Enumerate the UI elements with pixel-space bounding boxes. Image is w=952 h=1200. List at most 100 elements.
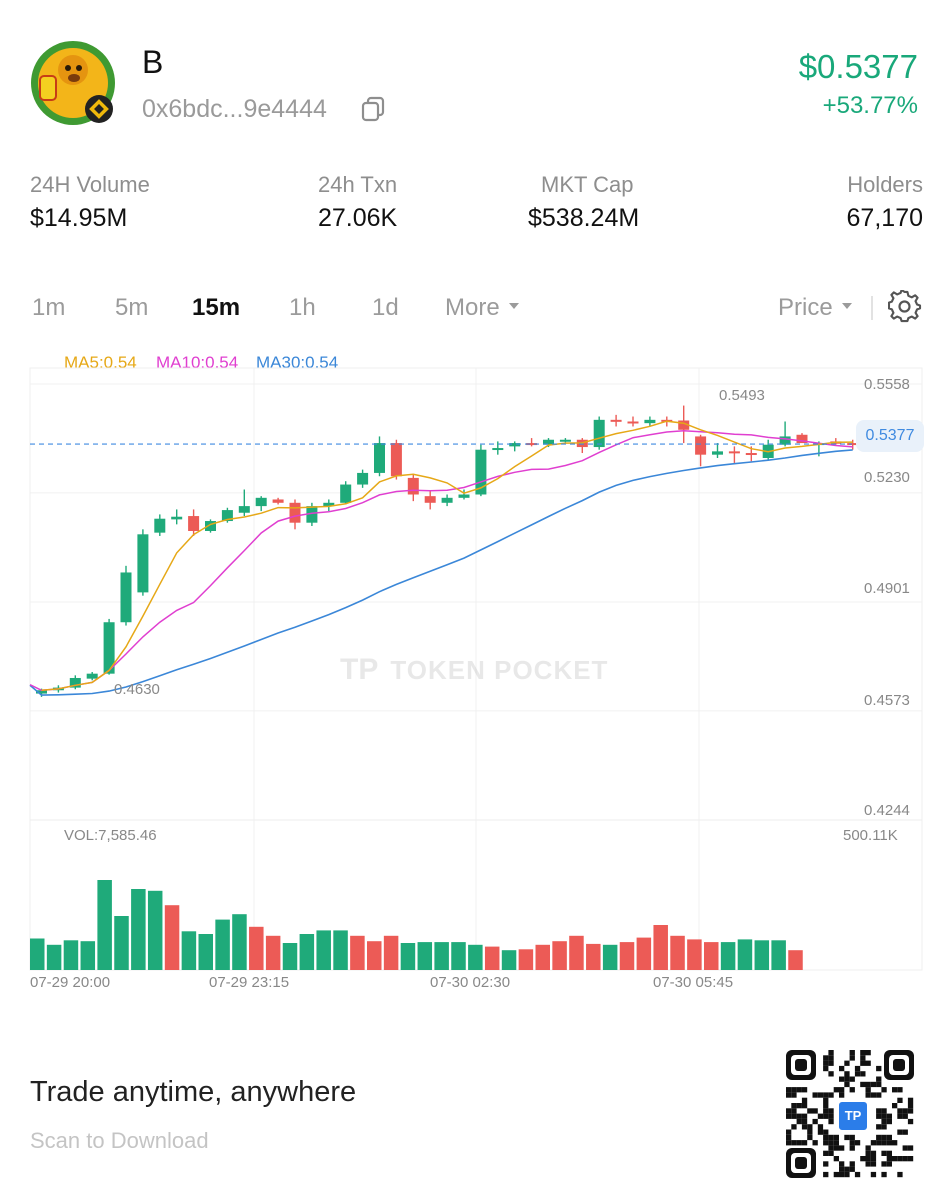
qr-module <box>849 1161 855 1167</box>
qr-module <box>886 1113 892 1119</box>
price-axis-tick: 0.5558 <box>864 376 910 393</box>
candle-body <box>796 434 808 444</box>
candle-body <box>221 510 233 522</box>
volume-bar <box>63 940 79 970</box>
tab-1h[interactable]: 1h <box>289 294 316 321</box>
qr-finder <box>893 1059 905 1071</box>
qr-module <box>791 1087 797 1093</box>
candle-body <box>678 420 690 430</box>
qr-module <box>870 1150 877 1156</box>
qr-module <box>897 1097 903 1103</box>
qr-tp-logo: TP <box>836 1099 870 1133</box>
toolbar-divider <box>871 296 873 320</box>
qr-module <box>849 1145 855 1151</box>
volume-bar <box>737 939 753 970</box>
tab-5m[interactable]: 5m <box>115 294 149 321</box>
volume-bar <box>451 942 466 970</box>
qr-module <box>786 1140 792 1146</box>
qr-module <box>865 1150 871 1156</box>
qr-module <box>892 1156 898 1162</box>
qr-module <box>876 1140 882 1146</box>
qr-module <box>833 1087 839 1093</box>
candle-body <box>526 443 538 446</box>
qr-module <box>865 1156 871 1162</box>
tab-1d[interactable]: 1d <box>372 294 399 321</box>
candle-body <box>559 439 571 442</box>
volume-bar <box>97 880 112 970</box>
volume-bar <box>586 943 601 970</box>
caret-down-icon <box>842 303 853 309</box>
qr-module <box>854 1171 861 1178</box>
candle-body <box>593 419 605 448</box>
qr-module <box>907 1108 914 1114</box>
volume-bar <box>720 942 736 970</box>
qr-module <box>807 1134 813 1141</box>
qr-module <box>823 1055 829 1061</box>
qr-module <box>876 1134 882 1141</box>
volume-bar <box>383 935 399 970</box>
qr-module <box>807 1108 813 1114</box>
qr-module <box>849 1076 855 1082</box>
qr-module <box>844 1134 850 1141</box>
candle-body <box>407 477 419 495</box>
qr-module <box>865 1050 871 1056</box>
qr-module <box>796 1103 802 1109</box>
volume-bar <box>316 930 331 970</box>
qr-module <box>791 1108 797 1114</box>
volume-bar <box>198 934 213 970</box>
qr-module <box>876 1108 882 1114</box>
volume-bar <box>333 930 348 970</box>
qr-module <box>786 1108 792 1114</box>
qr-module <box>849 1087 855 1093</box>
volume-bar <box>569 935 584 970</box>
candle-body <box>390 443 402 477</box>
qr-module <box>907 1097 914 1103</box>
qr-module <box>833 1156 839 1162</box>
caret-down-icon <box>509 303 520 309</box>
tab-more[interactable]: More <box>445 294 520 322</box>
volume-bar <box>232 914 247 970</box>
qr-module <box>849 1055 855 1061</box>
qr-module <box>823 1150 829 1156</box>
candle-body <box>543 439 554 445</box>
ma10-legend: MA10:0.54 <box>156 353 239 372</box>
volume-bar <box>114 916 129 970</box>
candle-body <box>695 436 707 455</box>
stat-value-holders: 67,170 <box>846 204 923 232</box>
price-mode-select[interactable]: Price <box>778 294 853 322</box>
candle-body <box>492 448 504 451</box>
candle-body <box>289 502 301 523</box>
price-mode-label: Price <box>778 294 833 321</box>
tab-more-label: More <box>445 294 500 321</box>
copy-icon[interactable] <box>360 96 386 122</box>
ma5-legend: MA5:0.54 <box>64 353 137 372</box>
tab-1m[interactable]: 1m <box>32 294 66 321</box>
qr-module <box>786 1129 792 1135</box>
candle-body <box>745 453 757 456</box>
qr-module <box>886 1118 892 1125</box>
qr-module <box>870 1161 877 1167</box>
price-chart[interactable] <box>0 360 952 1000</box>
stat-label-volume: 24H Volume <box>30 172 150 197</box>
time-axis-tick: 07-29 23:15 <box>209 974 290 991</box>
qr-module <box>860 1060 866 1066</box>
settings-gear-icon[interactable] <box>888 290 922 324</box>
qr-module <box>881 1161 887 1167</box>
tab-15m[interactable]: 15m <box>192 294 241 321</box>
qr-module <box>796 1140 802 1146</box>
qr-module <box>817 1092 824 1098</box>
volume-bar <box>771 940 786 970</box>
candle-body <box>357 472 369 485</box>
ma30-line <box>29 449 853 696</box>
candle-body <box>171 516 183 520</box>
stat-label-holders: Holders <box>847 172 923 197</box>
volume-bar <box>400 943 416 970</box>
qr-module <box>902 1129 908 1135</box>
qr-module <box>828 1145 834 1151</box>
candle-body <box>188 516 200 531</box>
candle-body <box>86 673 98 679</box>
qr-module <box>791 1113 797 1119</box>
stat-label-mktcap: MKT Cap <box>541 172 634 197</box>
qr-module <box>828 1134 834 1141</box>
ma5-line <box>41 420 853 692</box>
